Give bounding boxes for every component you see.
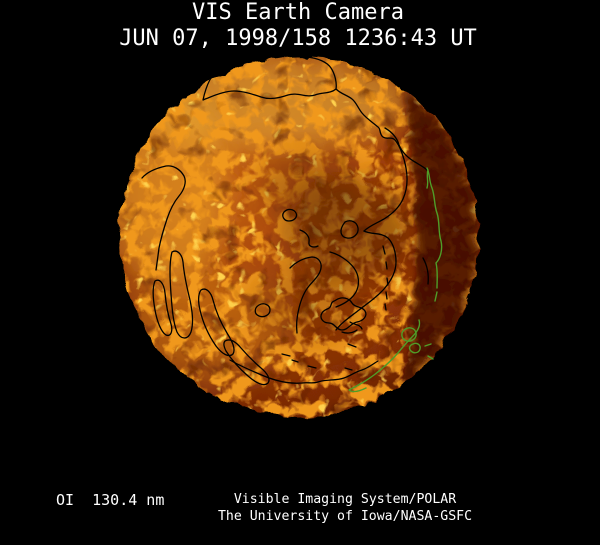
night-terminator-crescent <box>400 88 477 382</box>
night-coastlines-green <box>348 167 443 393</box>
credit-line-2: The University of Iowa/NASA-GSFC <box>217 508 473 524</box>
coastline-siberia <box>335 88 408 232</box>
dark-blotches <box>250 150 407 340</box>
sea-loop-a <box>340 220 359 239</box>
green-limb-coast <box>426 167 443 302</box>
island-small <box>254 303 271 318</box>
island-chain-1 <box>169 250 194 339</box>
coastline-mid-left <box>141 165 186 271</box>
coastline-into-night <box>384 127 428 171</box>
green-island-loop-a <box>401 327 417 342</box>
coast-night-segment <box>422 257 429 285</box>
island-ticks <box>382 245 389 311</box>
coastline-east-asia <box>335 230 397 331</box>
archipelago-knot <box>320 297 367 334</box>
green-japan-arc <box>348 319 421 393</box>
wavelength-label: OI 130.4 nm <box>56 491 165 509</box>
credit-line-1: Visible Imaging System/POLAR <box>233 492 457 507</box>
earth-sphere <box>117 55 477 415</box>
green-islets <box>424 343 434 360</box>
coastline-bay <box>289 256 322 334</box>
image-title: VIS Earth Camera <box>192 0 404 25</box>
sea-loop-b <box>282 208 298 222</box>
islet-marks <box>281 343 357 371</box>
sea-squiggle <box>299 229 319 248</box>
green-island-loop-b <box>408 342 421 354</box>
coastline-arctic-loop <box>202 54 337 101</box>
island-chain-2 <box>152 279 173 337</box>
continent-outlines <box>141 54 429 386</box>
island-chain-4 <box>223 339 270 386</box>
coastline-bottom <box>229 359 379 384</box>
image-timestamp: JUN 07, 1998/158 1236:43 UT <box>119 26 477 51</box>
coastline-bay-2 <box>329 251 360 308</box>
credit-block: Visible Imaging System/POLAR The Univers… <box>217 492 473 526</box>
image-caption-header: VIS Earth Camera JUN 07, 1998/158 1236:4… <box>0 0 596 52</box>
island-chain-3 <box>197 288 235 357</box>
